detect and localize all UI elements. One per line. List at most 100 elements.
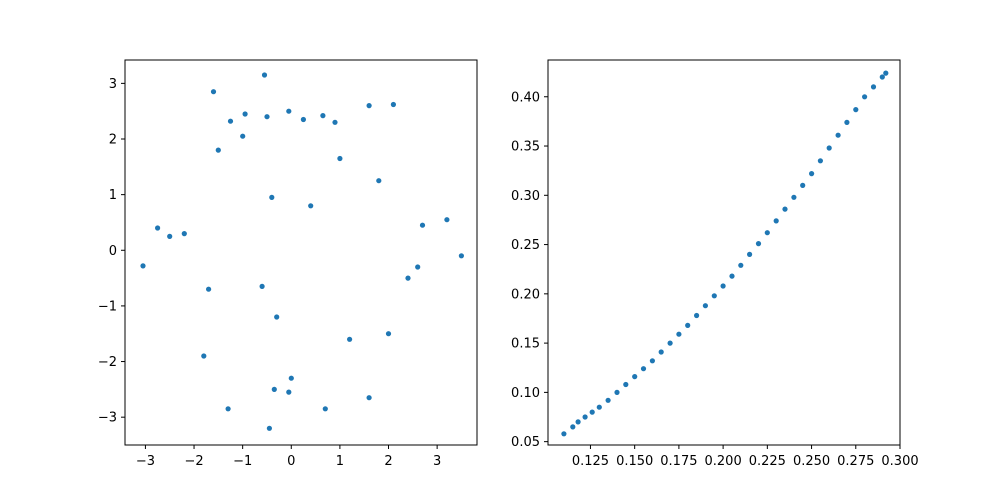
- left-scatter-point: [261, 72, 268, 78]
- right-x-tick-label: 0.275: [837, 454, 874, 469]
- right-scatter-point: [747, 251, 753, 257]
- left-scatter-point: [206, 286, 212, 292]
- left-scatter-point: [140, 263, 146, 269]
- left-y-tick-label: 1: [109, 188, 117, 203]
- left-y-axis: −3 −2 −1 0 1 2 3: [98, 77, 125, 426]
- left-scatter-point: [415, 264, 421, 270]
- left-scatter-point: [347, 336, 353, 342]
- right-scatter-point: [623, 381, 629, 388]
- left-y-tick-label: 0: [109, 244, 117, 259]
- right-x-tick-label: 0.125: [572, 454, 609, 469]
- right-x-axis: 0.125 0.150 0.175 0.200 0.225 0.250 0.275 0.300: [572, 445, 919, 469]
- right-y-tick-label: 0.20: [511, 287, 540, 302]
- left-y-tick-label: −2: [98, 355, 117, 370]
- left-scatter-point: [376, 178, 382, 184]
- right-scatter-point: [614, 389, 620, 395]
- left-scatter-point: [419, 222, 426, 228]
- left-axes-frame: [124, 59, 478, 446]
- right-scatter-point: [605, 397, 611, 403]
- right-scatter-point: [702, 303, 709, 309]
- right-scatter-point: [755, 241, 762, 247]
- left-scatter-point: [167, 233, 173, 239]
- left-scatter-point: [322, 406, 328, 412]
- right-scatter-point: [575, 419, 581, 425]
- right-scatter-point: [853, 107, 859, 113]
- left-scatter-panel: −3 −2 −1 0 1 2 3 −3 −2 −1 0 1 2 3: [98, 59, 478, 469]
- right-scatter-point: [694, 312, 700, 319]
- right-y-tick-label: 0.35: [511, 140, 540, 155]
- right-y-tick-label: 0.40: [511, 90, 540, 105]
- right-scatter-point: [817, 158, 824, 164]
- left-scatter-point: [242, 111, 248, 117]
- left-scatter-point: [385, 331, 392, 337]
- left-scatter-point: [366, 103, 372, 109]
- right-scatter-point: [809, 171, 815, 177]
- right-scatter-point: [883, 70, 889, 76]
- right-axes-frame: [547, 59, 901, 446]
- left-scatter-point: [215, 147, 221, 153]
- right-y-tick-label: 0.25: [511, 238, 540, 253]
- left-y-tick-label: −1: [98, 299, 117, 314]
- left-x-tick-label: 3: [433, 454, 441, 469]
- left-x-tick-label: 1: [336, 454, 344, 469]
- left-scatter-points: [140, 72, 464, 431]
- left-scatter-point: [286, 389, 292, 395]
- right-scatter-point: [676, 331, 682, 337]
- left-scatter-point: [332, 119, 338, 125]
- right-scatter-point: [879, 74, 885, 80]
- left-scatter-point: [390, 101, 396, 108]
- left-scatter-point: [225, 406, 231, 412]
- left-scatter-point: [181, 231, 187, 237]
- right-scatter-point: [862, 94, 868, 100]
- right-y-tick-label: 0.30: [511, 189, 540, 204]
- left-x-tick-label: −3: [136, 454, 155, 469]
- left-y-tick-label: 2: [109, 133, 117, 148]
- right-x-tick-label: 0.250: [793, 454, 830, 469]
- right-scatter-point: [640, 366, 647, 372]
- right-scatter-point: [729, 273, 735, 279]
- left-scatter-point: [210, 89, 217, 95]
- right-scatter-point: [658, 349, 664, 355]
- right-scatter-point: [826, 145, 832, 151]
- right-y-axis: 0.05 0.10 0.15 0.20 0.25 0.30 0.35 0.40: [511, 90, 548, 450]
- left-x-tick-label: −1: [233, 454, 252, 469]
- right-scatter-point: [632, 374, 638, 380]
- right-scatter-point: [773, 218, 779, 224]
- right-scatter-point: [667, 340, 673, 346]
- right-scatter-point: [589, 409, 595, 415]
- right-y-tick-label: 0.10: [511, 386, 540, 401]
- right-scatter-point: [720, 283, 726, 289]
- left-y-tick-label: 3: [109, 77, 117, 92]
- right-scatter-point: [561, 431, 567, 437]
- right-scatter-points: [561, 70, 889, 437]
- left-scatter-point: [366, 395, 372, 401]
- right-scatter-point: [835, 132, 841, 138]
- left-x-tick-label: 0: [287, 454, 295, 469]
- left-scatter-point: [405, 275, 411, 281]
- left-y-tick-label: −3: [98, 411, 117, 426]
- left-x-tick-label: −2: [184, 454, 203, 469]
- left-scatter-point: [201, 353, 207, 359]
- right-scatter-point: [570, 424, 576, 430]
- left-scatter-point: [320, 113, 326, 119]
- right-scatter-point: [596, 404, 602, 410]
- right-scatter-panel: 0.125 0.150 0.175 0.200 0.225 0.250 0.275 0.300…: [511, 59, 919, 469]
- right-x-tick-label: 0.175: [660, 454, 697, 469]
- left-scatter-point: [266, 425, 272, 431]
- left-scatter-point: [458, 253, 464, 259]
- left-scatter-point: [259, 283, 265, 289]
- left-x-axis: −3 −2 −1 0 1 2 3: [136, 445, 441, 469]
- left-x-tick-label: 2: [384, 454, 392, 469]
- right-scatter-point: [711, 293, 717, 299]
- left-scatter-point: [444, 217, 450, 223]
- right-x-tick-label: 0.300: [881, 454, 918, 469]
- left-scatter-point: [288, 375, 294, 381]
- left-scatter-point: [264, 114, 270, 120]
- right-scatter-point: [764, 230, 770, 236]
- left-scatter-point: [274, 314, 280, 320]
- right-scatter-point: [582, 414, 588, 420]
- right-scatter-point: [844, 119, 850, 125]
- left-scatter-point: [286, 108, 292, 114]
- left-scatter-point: [308, 203, 314, 209]
- right-scatter-point: [791, 194, 797, 200]
